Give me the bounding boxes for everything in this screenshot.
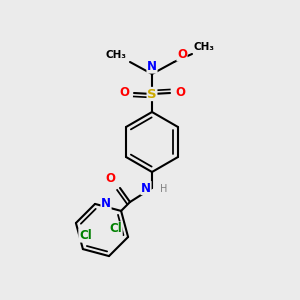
Text: O: O xyxy=(177,48,187,61)
Text: O: O xyxy=(105,172,115,185)
Text: O: O xyxy=(175,86,185,100)
Text: N: N xyxy=(141,182,151,194)
Text: N: N xyxy=(147,60,157,73)
Text: Cl: Cl xyxy=(109,222,122,235)
Text: N: N xyxy=(101,197,111,210)
Text: H: H xyxy=(160,184,167,194)
Text: CH₃: CH₃ xyxy=(194,42,215,52)
Text: S: S xyxy=(147,88,157,100)
Text: CH₃: CH₃ xyxy=(106,50,127,60)
Text: O: O xyxy=(119,86,129,100)
Text: Cl: Cl xyxy=(79,229,92,242)
